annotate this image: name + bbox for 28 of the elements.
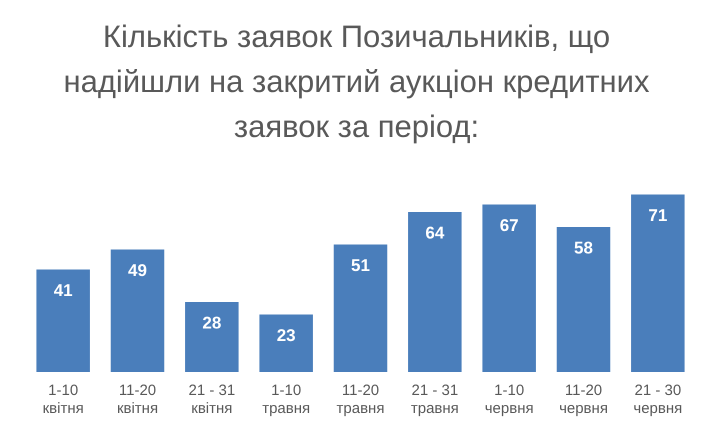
x-tick-label: 11-20 травня [336,382,384,418]
data-label: 23 [276,326,296,346]
x-tick-label: 21 - 31 травня [410,382,459,418]
data-label: 28 [202,314,222,333]
x-tick-label: 11-20 червня [559,382,608,418]
x-tick-label: 11-20 квітня [116,382,158,418]
bar [631,194,685,372]
x-tick-label: 1-10 травня [262,382,310,418]
bar [482,204,536,372]
bar [259,314,313,372]
data-label: 67 [500,216,519,236]
bar [185,302,239,372]
data-label: 41 [54,281,73,300]
chart-title: Кількість заявок Позичальників, що надійшли на закритий аукціон кредитних заявок за період: [62,18,650,146]
x-tick-label: 1-10 квітня [42,382,84,418]
bar [408,212,462,372]
data-label: 51 [351,256,370,276]
data-label: 64 [425,224,445,243]
bar [556,227,610,372]
bar [36,270,90,372]
bar [334,244,388,372]
bar [110,250,164,372]
data-label: 58 [574,238,593,258]
x-tick-label: 21 - 30 червня [633,382,682,418]
x-tick-label: 1-10 червня [484,382,534,418]
data-label: 49 [128,261,147,280]
data-label: 71 [648,206,668,226]
x-tick-label: 21 - 31 квітня [188,382,236,418]
